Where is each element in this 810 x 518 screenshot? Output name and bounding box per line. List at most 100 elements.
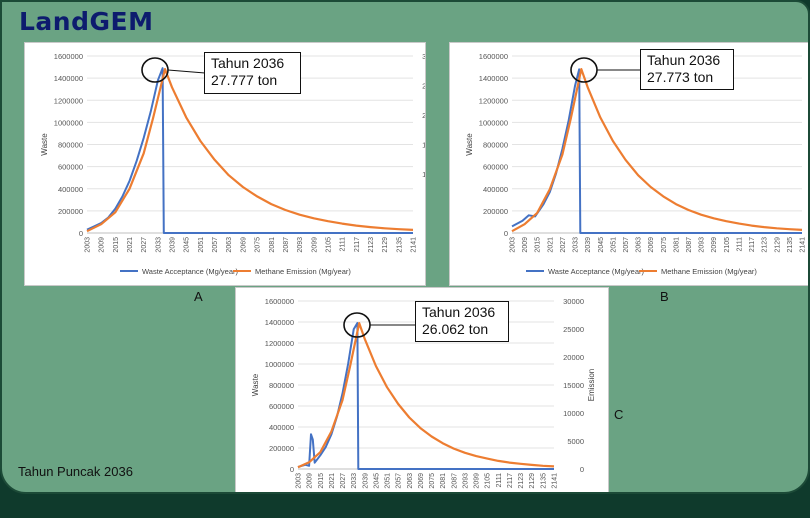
x-tick-label: 2135 [787, 237, 794, 253]
x-tick-label: 2129 [382, 237, 389, 253]
y-axis-title: Waste [40, 133, 49, 156]
x-tick-label: 2087 [283, 237, 290, 253]
x-tick-label: 2039 [585, 237, 592, 253]
callout-c: Tahun 2036 26.062 ton [415, 301, 509, 342]
x-tick-label: 2039 [170, 237, 177, 253]
x-tick-label: 2045 [184, 237, 191, 253]
legend-label: Waste Acceptance (Mg/year) [548, 267, 645, 276]
x-tick-label: 2087 [686, 237, 693, 253]
x-tick-label: 2003 [510, 237, 517, 253]
x-tick-label: 2021 [547, 237, 554, 253]
x-tick-label: 2051 [385, 473, 392, 489]
x-tick-label: 2141 [552, 473, 559, 489]
y2-tick-label: 25000 [563, 325, 584, 334]
x-tick-label: 2057 [212, 237, 219, 253]
x-tick-label: 2093 [462, 473, 469, 489]
x-tick-label: 2081 [673, 237, 680, 253]
y-tick-label: 1600000 [54, 52, 83, 61]
y-tick-label: 200000 [58, 207, 83, 216]
x-tick-label: 2141 [800, 237, 807, 253]
x-tick-label: 2003 [296, 473, 303, 489]
x-tick-label: 2093 [699, 237, 706, 253]
x-tick-label: 2135 [540, 473, 547, 489]
chart-b-svg: 0 200000 400000 600000 800000 1000000 1200000 1… [465, 52, 807, 276]
y2-tick-label: 0 [580, 465, 584, 474]
chart-panel-b: 0 200000 400000 600000 800000 1000000 1200000 1… [449, 42, 808, 286]
y-axis-title: Waste [251, 373, 260, 396]
waste-acceptance-line [511, 68, 802, 234]
x-tick-label: 2117 [507, 473, 514, 488]
x-tick-label: 2099 [311, 237, 318, 253]
x-tick-label: 2111 [340, 237, 347, 252]
y2-tick-label: 5000 [567, 437, 584, 446]
y-tick-label: 800000 [269, 381, 294, 390]
legend-label: Methane Emission (Mg/year) [661, 267, 757, 276]
x-tick-label: 2015 [535, 237, 542, 253]
x-tick-label: 2045 [373, 473, 380, 489]
x-tick-label: 2123 [518, 473, 525, 489]
y-tick-label: 600000 [483, 163, 508, 172]
x-tick-label: 2075 [255, 237, 262, 253]
x-tick-label: 2087 [451, 473, 458, 489]
x-tick-label: 2069 [648, 237, 655, 253]
y2-tick-label: 20000 [422, 111, 425, 120]
panel-label-c: C [614, 407, 624, 422]
x-tick-label: 2099 [474, 473, 481, 489]
x-tick-label: 2063 [407, 473, 414, 489]
y2-tick-label: 30000 [422, 52, 425, 61]
panel-label-b: B [660, 289, 669, 304]
x-tick-label: 2051 [198, 237, 205, 253]
y-axis-title: Waste [465, 133, 474, 156]
x-tick-label: 2027 [560, 237, 567, 253]
x-tick-label: 2117 [354, 237, 361, 252]
y-tick-label: 1400000 [479, 74, 508, 83]
y-tick-label: 1000000 [479, 118, 508, 127]
x-tick-label: 2009 [522, 237, 529, 253]
x-tick-label: 2075 [429, 473, 436, 489]
x-tick-label: 2123 [368, 237, 375, 253]
callout-b-value: 27.773 ton [647, 69, 714, 85]
y2-tick-label: 30000 [563, 297, 584, 306]
x-tick-label: 2069 [240, 237, 247, 253]
slide-background: LandGEM 0 200000 400000 600000 800000 1000000… [0, 0, 810, 494]
y-tick-label: 200000 [269, 444, 294, 453]
panel-label-a: A [194, 289, 203, 304]
y-tick-label: 400000 [58, 185, 83, 194]
x-tick-label: 2039 [362, 473, 369, 489]
chart-c-svg: 0200000400000600000800000100000012000001… [251, 297, 596, 489]
y2-tick-label: 15000 [563, 381, 584, 390]
x-tick-label: 2051 [610, 237, 617, 253]
x-tick-label: 2105 [485, 473, 492, 489]
y-tick-label: 1600000 [265, 297, 294, 306]
y-tick-label: 800000 [483, 141, 508, 150]
y2-tick-label: 20000 [563, 353, 584, 362]
y-tick-label: 0 [290, 465, 294, 474]
y2-tick-label: 10000 [422, 170, 425, 179]
x-tick-label: 2015 [113, 237, 120, 253]
x-tick-label: 2009 [307, 473, 314, 489]
y-tick-label: 0 [79, 229, 83, 238]
legend-label: Methane Emission (Mg/year) [255, 267, 351, 276]
x-tick-label: 2129 [774, 237, 781, 253]
y-tick-label: 1600000 [479, 52, 508, 61]
x-tick-label: 2069 [418, 473, 425, 489]
x-tick-label: 2105 [724, 237, 731, 253]
x-tick-label: 2105 [325, 237, 332, 253]
y-tick-label: 600000 [269, 402, 294, 411]
chart-panel-c: 0 200000 400000 600000 800000 1000000 1200000 1… [235, 287, 609, 492]
x-tick-label: 2075 [661, 237, 668, 253]
x-tick-label: 2033 [351, 473, 358, 489]
x-tick-label: 2123 [762, 237, 769, 253]
x-tick-label: 2081 [269, 237, 276, 253]
x-tick-label: 2015 [318, 473, 325, 489]
x-tick-label: 2111 [736, 237, 743, 252]
x-tick-label: 2129 [529, 473, 536, 489]
x-tick-label: 2027 [141, 237, 148, 253]
slide-title: LandGEM [19, 7, 154, 36]
x-tick-label: 2009 [99, 237, 106, 253]
y-tick-label: 1400000 [54, 74, 83, 83]
y-tick-label: 1000000 [54, 118, 83, 127]
y-tick-label: 1400000 [265, 318, 294, 327]
y-tick-label: 1000000 [265, 360, 294, 369]
callout-b-year: Tahun 2036 [647, 52, 721, 68]
